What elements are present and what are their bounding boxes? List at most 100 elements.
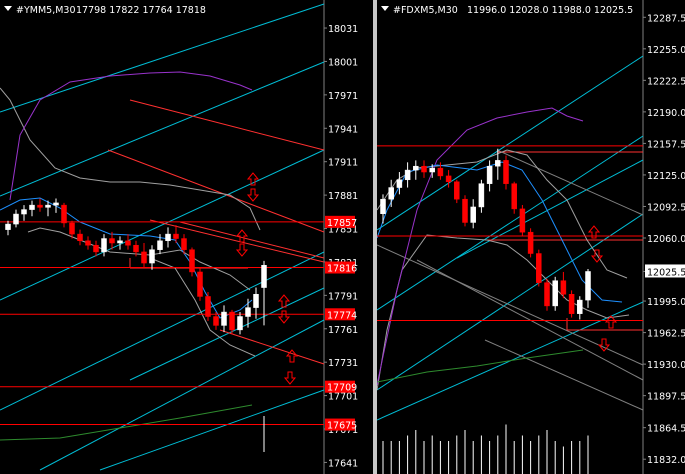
bollinger-upper <box>0 87 261 231</box>
bear-candle <box>560 280 567 295</box>
y-tick-label: 12222.5 <box>647 76 685 87</box>
up-arrow-icon <box>246 172 260 186</box>
bear-candle <box>421 165 427 173</box>
y-tick-label: 12125.0 <box>647 171 685 182</box>
bull-candle <box>101 238 107 253</box>
fdxm5-chart-canvas[interactable]: 12287.5 12255.0 12222.5 12190.0 12157.5 12125… <box>377 0 685 474</box>
bear-candle <box>189 249 195 273</box>
price-level-tag <box>325 215 355 228</box>
bear-candle <box>536 253 542 283</box>
chart-ohlc-values: 11996.0 12028.0 11988.0 12025.5 <box>467 5 633 16</box>
bull-candle <box>413 165 419 171</box>
bear-candle <box>445 175 452 182</box>
y-tick-label: 12060.0 <box>647 234 685 245</box>
y-tick-label: 11864.5 <box>647 424 685 435</box>
bear-candle <box>503 160 509 184</box>
up-arrow-icon <box>235 229 249 243</box>
bull-candle <box>429 167 435 173</box>
bull-candle <box>5 223 11 230</box>
y-tick-label: 17701 <box>328 392 358 403</box>
chart-pane-ymm5[interactable]: 1803118001179711794117911178811785117821… <box>0 0 373 474</box>
ma-green-line <box>377 349 584 383</box>
y-tick-label: 18031 <box>328 24 358 35</box>
y-tick-label: 17641 <box>328 458 358 469</box>
ma-purple-line <box>9 71 253 201</box>
bear-candle <box>85 240 91 246</box>
trend-channel-line <box>99 389 325 471</box>
trend-channel-line <box>484 339 644 411</box>
ma-blue-line <box>0 197 253 319</box>
symbol-dropdown-icon <box>4 6 12 11</box>
price-level-tag <box>325 261 355 274</box>
trend-channel-line <box>39 319 325 471</box>
bull-candle <box>157 240 163 250</box>
trend-channel-line <box>179 221 325 259</box>
y-tick-label: 12157.5 <box>647 139 685 150</box>
bear-candle <box>69 222 75 235</box>
bear-candle <box>141 251 147 264</box>
bull-candle <box>45 204 51 208</box>
trend-channel-line <box>107 149 325 233</box>
bear-candle <box>205 296 211 317</box>
trend-channel-line <box>0 149 325 301</box>
bull-candle <box>478 183 485 208</box>
chart-pane-fdxm5[interactable]: 12287.5 12255.0 12222.5 12190.0 12157.5 12125… <box>377 0 685 474</box>
bear-candle <box>61 204 67 224</box>
bull-candle <box>149 249 155 264</box>
chart-symbol-title: #FDXM5,M30 <box>393 5 458 16</box>
y-tick-label: 17851 <box>328 225 358 236</box>
y-tick-label: 11897.5 <box>647 392 685 403</box>
bear-candle <box>125 240 131 246</box>
ma-purple-line <box>377 107 584 386</box>
bear-candle <box>197 271 203 297</box>
up-arrow-icon <box>285 349 299 363</box>
trend-channel-line <box>377 213 644 391</box>
bull-candle <box>552 280 558 307</box>
bear-candle <box>133 244 139 253</box>
price-level-tag-label: 17774 <box>327 310 357 321</box>
bull-candle <box>396 179 403 188</box>
bull-candle <box>13 213 19 225</box>
y-tick-label: 11962.5 <box>647 329 685 340</box>
bear-candle <box>511 183 517 210</box>
bear-candle <box>93 244 99 253</box>
bear-candle <box>77 233 83 242</box>
trend-channel-line <box>377 55 644 231</box>
bull-candle <box>237 316 243 331</box>
y-tick-label: 17911 <box>328 158 358 169</box>
bear-candle <box>519 208 526 233</box>
bollinger-lower <box>27 227 251 291</box>
bear-candle <box>109 238 115 244</box>
trend-channel-line <box>496 149 644 216</box>
bull-candle <box>253 293 259 308</box>
chart-symbol-title: #YMM5,M30 <box>16 5 76 16</box>
bear-candle <box>437 167 444 177</box>
y-tick-label: 17971 <box>328 91 358 102</box>
y-tick-label: 12190.0 <box>647 108 685 119</box>
up-arrow-icon <box>277 294 291 308</box>
pane-divider[interactable] <box>373 0 377 474</box>
bull-candle <box>53 202 59 206</box>
trend-channel-line <box>149 219 325 263</box>
bull-candle <box>117 240 123 244</box>
bear-candle <box>213 316 219 326</box>
bear-candle <box>568 294 575 314</box>
y-tick-label: 17881 <box>328 191 358 202</box>
bull-candle <box>486 165 493 184</box>
bollinger-lower <box>377 234 630 391</box>
price-level-tag-label: 17816 <box>327 264 357 275</box>
bull-candle <box>380 198 386 214</box>
y-tick-label: 17761 <box>328 325 358 336</box>
down-arrow-icon <box>235 243 249 257</box>
bear-candle <box>454 181 460 200</box>
bull-candle <box>404 169 411 181</box>
bull-candle <box>165 233 171 242</box>
down-arrow-icon <box>246 188 260 202</box>
y-tick-label: 17731 <box>328 358 358 369</box>
y-tick-label: 17941 <box>328 124 358 135</box>
price-level-tag <box>325 308 355 321</box>
ymm5-chart-canvas[interactable]: 1803118001179711794117911178811785117821… <box>0 0 373 474</box>
price-level-tag <box>325 380 355 393</box>
down-arrow-icon <box>590 249 604 263</box>
bull-candle <box>585 271 591 301</box>
